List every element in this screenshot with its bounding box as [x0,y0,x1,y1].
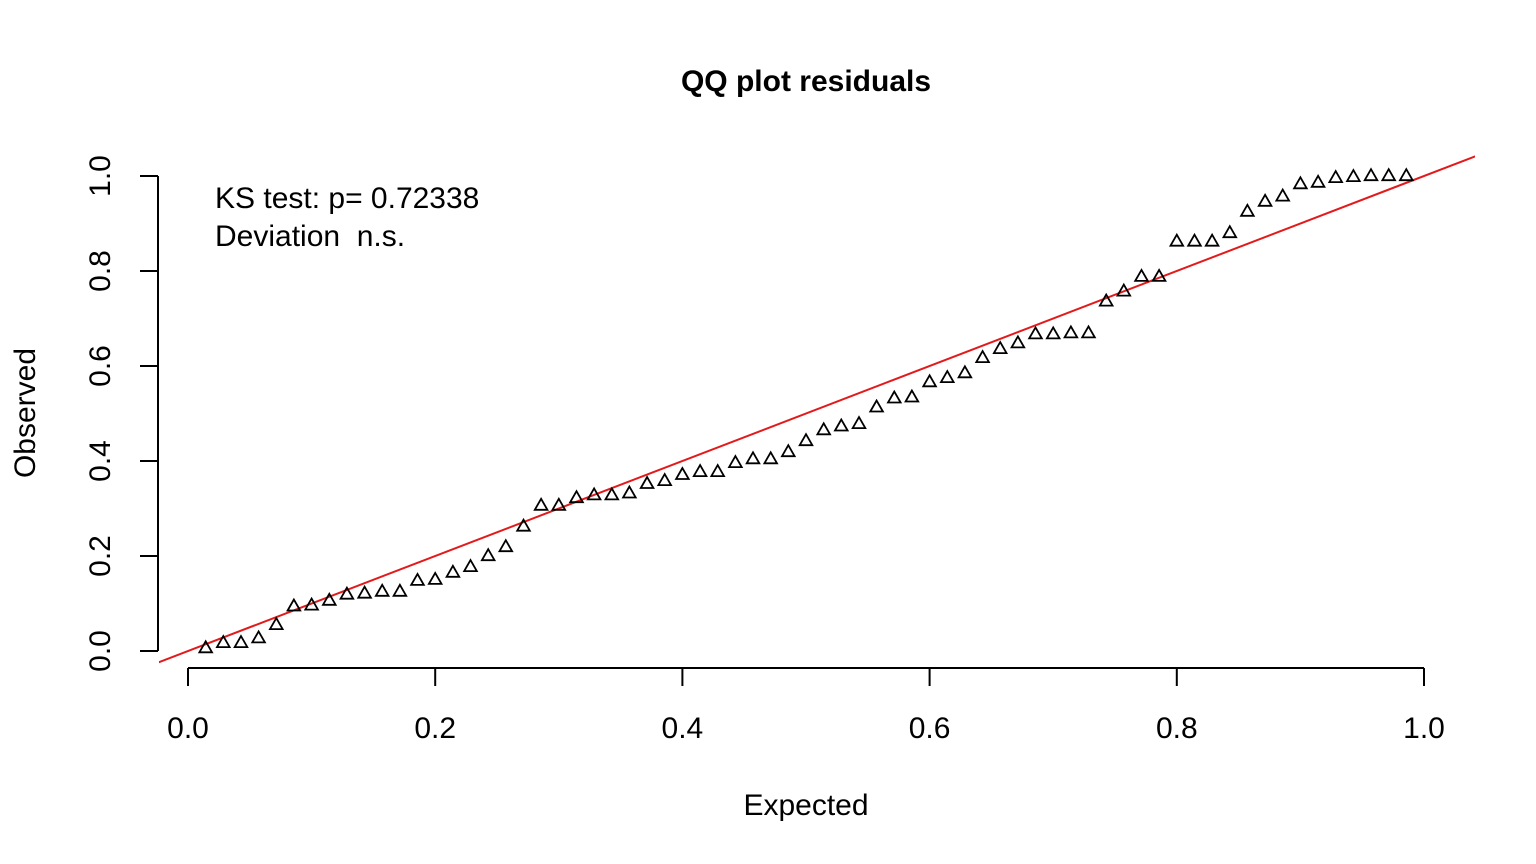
data-point [1186,232,1203,247]
data-point [1239,202,1256,217]
y-tick-label: 0.0 [84,630,117,672]
data-point [321,591,338,606]
data-point [815,421,832,436]
data-point [639,475,655,489]
data-point [886,389,903,404]
x-tick-label: 1.0 [1403,712,1445,745]
y-tick-label: 0.6 [84,345,117,387]
x-axis: 0.0 0.2 0.4 0.6 0.8 1.0 [167,667,1445,745]
data-point [798,432,814,447]
data-point [1363,167,1379,182]
data-point [1133,268,1150,282]
data-point [268,616,285,630]
data-point [1257,192,1273,207]
data-point [1398,167,1415,182]
y-tick-label: 0.4 [84,440,117,482]
data-point [974,349,991,364]
data-point [1168,232,1185,247]
data-point [656,472,673,487]
y-axis: 0.0 0.2 0.4 0.6 0.8 1.0 [84,155,159,672]
data-point [1345,168,1362,183]
reference-line-group [159,155,1475,664]
x-tick-label: 0.4 [662,712,704,745]
data-point [745,450,761,465]
data-point [445,563,461,578]
y-tick-label: 1.0 [84,155,117,197]
y-axis-label: Observed [9,348,42,478]
data-point [409,572,426,586]
data-point [992,340,1009,355]
chart-title: QQ plot residuals [681,65,931,98]
data-point [674,466,691,480]
data-point [392,582,408,597]
data-point [515,517,532,532]
data-point [374,582,391,597]
data-point [621,484,638,499]
data-point [780,443,797,458]
data-point [1380,167,1397,182]
data-point [939,369,956,384]
data-point [233,634,249,648]
data-point [727,454,744,469]
x-tick-label: 0.0 [167,712,209,745]
data-point [1010,334,1026,349]
data-point [904,388,920,403]
data-point [1310,173,1326,188]
data-point [533,496,549,511]
data-point [921,373,938,388]
ks-test-annotation: KS test: p= 0.72338 [215,182,479,215]
data-point [1027,325,1044,340]
data-point [303,596,320,611]
data-point [1045,325,1062,340]
data-point [197,639,214,654]
x-axis-label: Expected [743,789,868,822]
data-point [709,463,726,478]
x-tick-label: 0.8 [1156,712,1198,745]
y-tick-label: 0.8 [84,250,117,292]
data-point [250,629,267,644]
x-tick-label: 0.6 [909,712,951,745]
data-point [339,585,355,600]
data-point [586,486,602,501]
data-point [356,584,373,599]
data-point [286,597,302,612]
data-point [550,496,567,511]
data-point [692,463,708,478]
x-tick-label: 0.2 [414,712,456,745]
data-points [197,167,1415,654]
data-point [215,634,232,648]
data-point [762,450,779,465]
deviation-annotation: Deviation n.s. [215,220,405,253]
data-point [603,486,620,501]
data-point [1327,169,1344,184]
data-point [427,571,444,585]
data-point [480,547,497,562]
y-tick-label: 0.2 [84,535,117,577]
data-point [868,398,885,413]
reference-line [159,155,1475,664]
data-point [851,415,867,430]
data-point [1115,282,1132,297]
data-point [462,558,479,572]
data-point [833,417,850,432]
data-point [497,538,514,553]
data-point [1204,232,1220,247]
data-point [1098,292,1115,307]
data-point [1274,187,1291,202]
data-point [1063,324,1079,339]
data-point [1221,224,1238,239]
data-point [1292,175,1309,190]
data-point [1080,324,1097,339]
data-point [957,364,973,379]
data-point [568,489,585,504]
data-point [1151,268,1167,282]
